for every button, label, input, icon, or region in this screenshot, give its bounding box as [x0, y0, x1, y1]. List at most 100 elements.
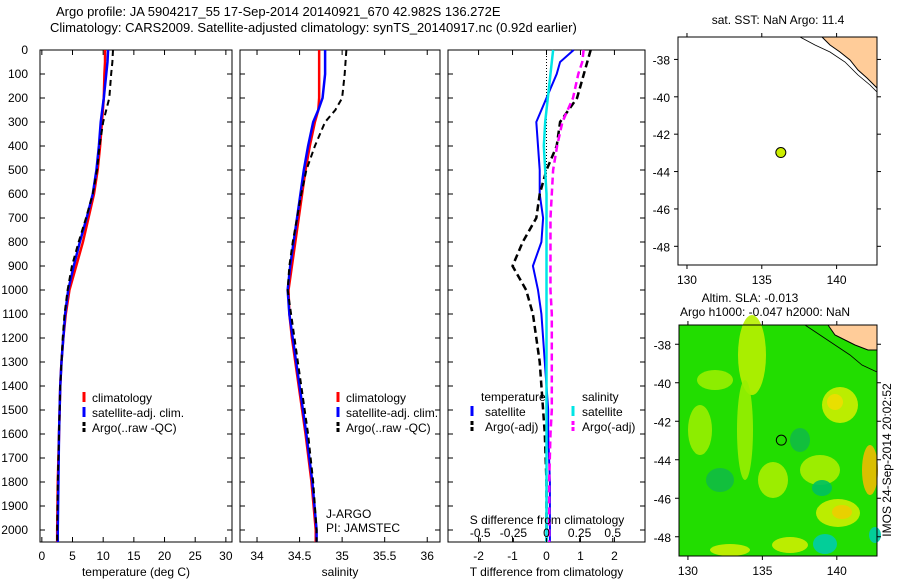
argo-position-marker: [775, 147, 787, 159]
sla-anomaly-blob: [710, 544, 750, 556]
x-tick-label: 0: [38, 549, 45, 563]
x-axis-label: salinity: [322, 565, 359, 579]
x-tick-label: 25: [189, 549, 203, 563]
lat-tick-label: -44: [653, 166, 671, 180]
x-tick-label: 0: [543, 549, 550, 563]
sla-anomaly-blob: [832, 505, 852, 519]
x2-tick-label: -0.25: [500, 526, 528, 540]
x-axis-label: temperature (deg C): [82, 565, 190, 579]
t-satellite-line: [531, 49, 575, 542]
y-tick-label: 500: [8, 163, 28, 177]
x-tick-label: 35.5: [373, 549, 397, 563]
legend-label: satellite: [582, 405, 623, 419]
lat-tick-label: -42: [653, 128, 671, 142]
x-tick-label: 34.5: [288, 549, 312, 563]
imos-timestamp: IMOS 24-Sep-2014 20:02:52: [880, 383, 894, 537]
panel-frame-sal: [239, 49, 441, 543]
legend-label: climatology: [92, 391, 152, 405]
x2-tick-label: 0.5: [604, 526, 621, 540]
y-tick-label: 1800: [1, 475, 28, 489]
lon-tick-label: 130: [677, 273, 697, 287]
legend-label: satellite: [485, 405, 526, 419]
coastline: [821, 36, 878, 89]
coastline: [827, 324, 877, 351]
x-tick-label: 30: [219, 549, 233, 563]
lat-tick-label: -48: [654, 531, 672, 545]
panel-frame-temp: [39, 49, 233, 543]
s-satellite-line: [542, 49, 555, 542]
lat-tick-label: -38: [653, 53, 671, 67]
sla-anomaly-blob: [738, 315, 766, 395]
legend-label: Argo(..raw -QC): [92, 421, 177, 435]
legend-label: Argo(..raw -QC): [346, 421, 431, 435]
y-tick-label: 700: [8, 211, 28, 225]
x-tick-label: -2: [473, 549, 484, 563]
x-tick-label: 2: [611, 549, 618, 563]
x-tick-label: 20: [158, 549, 172, 563]
x2-tick-label: 0.25: [568, 526, 592, 540]
x-axis-label: T difference from climatology: [470, 565, 624, 579]
annotation-pi: PI: JAMSTEC: [326, 521, 400, 535]
sla-anomaly-blob: [697, 370, 733, 390]
lat-tick-label: -48: [653, 240, 671, 254]
sla-anomaly-blob: [827, 394, 843, 410]
lon-tick-label: 135: [752, 564, 772, 578]
y-tick-label: 1500: [1, 403, 28, 417]
sla-anomaly-blob: [737, 380, 753, 480]
sla-map-title-2: Argo h1000: -0.047 h2000: NaN: [680, 305, 850, 319]
sla-map-title-1: Altim. SLA: -0.013: [702, 291, 799, 305]
title-line-2: Climatology: CARS2009. Satellite-adjuste…: [50, 20, 577, 35]
y-tick-label: 1400: [1, 379, 28, 393]
argo-line: [286, 49, 348, 542]
x-tick-label: -1: [507, 549, 518, 563]
y-tick-label: 1300: [1, 355, 28, 369]
y-tick-label: 1700: [1, 451, 28, 465]
y-tick-label: 300: [8, 115, 28, 129]
title-line-1: Argo profile: JA 5904217_55 17-Sep-2014 …: [56, 4, 501, 19]
y-tick-label: 2000: [1, 523, 28, 537]
x2-tick-label: 0: [543, 526, 550, 540]
land-tasmania: [822, 37, 877, 88]
climatology-line: [55, 50, 107, 542]
sla-anomaly-blob: [706, 468, 734, 492]
y-tick-label: 1600: [1, 427, 28, 441]
x-tick-label: 15: [127, 549, 141, 563]
legend-title-salinity: salinity: [582, 390, 619, 404]
x-tick-label: 36: [421, 549, 435, 563]
argo-line: [56, 49, 114, 542]
lat-tick-label: -38: [654, 338, 672, 352]
lat-tick-label: -40: [653, 91, 671, 105]
legend-label: satellite-adj. clim.: [346, 406, 438, 420]
y-tick-label: 1200: [1, 331, 28, 345]
lat-tick-label: -42: [654, 415, 672, 429]
lat-tick-label: -46: [654, 492, 672, 506]
sla-anomaly-blob: [772, 537, 808, 553]
y-tick-label: 100: [8, 67, 28, 81]
argo-position-marker: [775, 434, 787, 446]
lon-tick-label: 130: [678, 564, 698, 578]
legend-label: Argo(-adj): [582, 420, 635, 434]
sla-anomaly-blob: [800, 455, 840, 485]
map-frame: [678, 324, 878, 557]
land-tasmania: [828, 325, 877, 350]
y-tick-label: 0: [21, 43, 28, 57]
shelf-contour: [804, 324, 878, 373]
x2-axis-label: S difference from climatology: [470, 513, 625, 527]
sla-anomaly-blob: [869, 527, 881, 543]
sla-anomaly-blob: [812, 480, 832, 496]
t-argo-line: [511, 49, 592, 542]
shelf-contour: [799, 36, 878, 93]
y-tick-label: 900: [8, 259, 28, 273]
sla-anomaly-blob: [862, 445, 878, 495]
x2-tick-label: -0.5: [470, 526, 491, 540]
legend-label: climatology: [346, 391, 406, 405]
lat-tick-label: -46: [653, 203, 671, 217]
y-tick-label: 200: [8, 91, 28, 105]
sla-anomaly-blob: [688, 405, 712, 455]
x-tick-label: 34: [250, 549, 264, 563]
x-tick-label: 35: [335, 549, 349, 563]
sla-anomaly-blob: [790, 428, 810, 452]
y-tick-label: 400: [8, 139, 28, 153]
s-argo-line: [547, 49, 585, 542]
